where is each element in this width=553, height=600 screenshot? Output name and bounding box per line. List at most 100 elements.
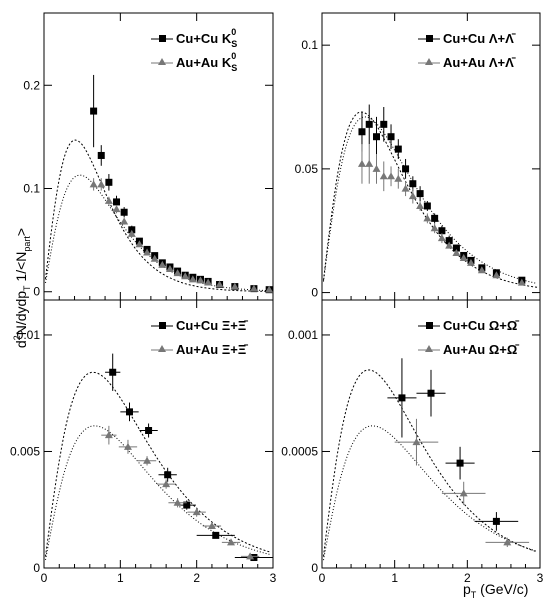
x-tick-label: 1 bbox=[117, 571, 124, 585]
data-point bbox=[445, 237, 453, 245]
data-point bbox=[265, 285, 274, 293]
x-axis-title-rest: (GeV/c) bbox=[476, 581, 528, 597]
data-point bbox=[387, 172, 396, 180]
y-tick-label: 0 bbox=[311, 561, 318, 575]
data-point bbox=[416, 190, 424, 198]
panel-frame bbox=[321, 299, 541, 569]
x-tick-label: 3 bbox=[270, 571, 277, 585]
data-point bbox=[192, 508, 201, 516]
data-point bbox=[173, 269, 182, 277]
data-point bbox=[379, 172, 388, 180]
x-axis-title-main: p bbox=[463, 581, 471, 597]
data-point bbox=[409, 180, 417, 188]
panel-top-right: 0 0.05 0.1 Cu+Cu Λ+Λ̄ Au+Au Λ+Λ̄ bbox=[295, 12, 541, 301]
x-tick-label: 1 bbox=[391, 571, 398, 585]
data-point bbox=[423, 214, 432, 222]
legend-sup: 0 bbox=[231, 27, 236, 37]
data-point bbox=[112, 205, 121, 213]
legend-text: Au+Au Ξ+Ξ̄ bbox=[176, 342, 248, 357]
legend-sub: S bbox=[231, 63, 237, 73]
data-point bbox=[430, 224, 439, 232]
data-point bbox=[120, 208, 128, 216]
data-point bbox=[517, 278, 526, 286]
legend-marker bbox=[425, 58, 433, 65]
y-tick-label: 0.05 bbox=[295, 162, 319, 176]
data-point bbox=[212, 531, 220, 539]
data-point bbox=[164, 471, 172, 479]
data-point bbox=[431, 214, 439, 222]
data-point bbox=[372, 164, 381, 172]
panel-bottom-left: 0 1 2 3 0 0.005 0.01 Cu+Cu Ξ+Ξ̄ Au+Au Ξ+Ξ̄ bbox=[10, 299, 277, 585]
data-point bbox=[89, 180, 98, 188]
panel-bottom-right: 0 1 2 3 0 0.0005 0.001 Cu+Cu Ω+Ω̄ Au+Au Ω+Ω̄ bbox=[281, 299, 544, 585]
data-point bbox=[459, 253, 468, 261]
panel-frame bbox=[43, 12, 274, 301]
data-point bbox=[145, 427, 153, 435]
fit-curve-1 bbox=[323, 116, 538, 284]
legend-text: Au+Au Ω+Ω̄ bbox=[443, 342, 519, 357]
data-point bbox=[120, 217, 129, 225]
data-point bbox=[181, 272, 190, 280]
x-tick-label: 2 bbox=[193, 571, 200, 585]
data-point bbox=[477, 266, 486, 274]
data-point bbox=[128, 226, 136, 234]
data-point bbox=[105, 178, 113, 186]
data-point bbox=[207, 522, 216, 530]
data-point bbox=[196, 276, 205, 284]
data-point bbox=[104, 196, 113, 204]
data-point bbox=[358, 128, 366, 136]
data-point bbox=[162, 480, 171, 488]
data-point bbox=[135, 240, 144, 248]
fit-curve-0 bbox=[323, 369, 538, 557]
y-axis-title-end: > bbox=[13, 228, 29, 236]
y-axis-title-sub2: part bbox=[22, 236, 32, 252]
data-point bbox=[387, 133, 395, 141]
legend-marker bbox=[158, 58, 166, 65]
data-point bbox=[394, 174, 403, 182]
fit-curve-0 bbox=[45, 139, 270, 292]
panel-frame bbox=[43, 299, 274, 569]
legend-text: Au+Au KS0 bbox=[176, 51, 237, 73]
data-point bbox=[380, 120, 388, 128]
data-point bbox=[459, 489, 468, 497]
data-point bbox=[97, 151, 105, 159]
data-point bbox=[188, 275, 197, 283]
data-point bbox=[365, 159, 374, 167]
legend-sup: 0 bbox=[231, 51, 236, 61]
y-axis-title-sub: T bbox=[22, 285, 32, 291]
data-point bbox=[150, 254, 159, 262]
data-point bbox=[173, 498, 182, 506]
data-point bbox=[452, 248, 461, 256]
x-tick-label: 3 bbox=[537, 571, 544, 585]
data-point bbox=[452, 244, 460, 252]
data-point bbox=[104, 431, 113, 439]
fit-curve-1 bbox=[323, 425, 538, 561]
y-tick-label: 0.2 bbox=[23, 78, 40, 92]
y-tick-label: 0.1 bbox=[23, 182, 40, 196]
x-axis-title: pT (GeV/c) bbox=[463, 581, 528, 600]
x-tick-label: 0 bbox=[41, 571, 48, 585]
data-point bbox=[492, 271, 501, 279]
data-point bbox=[408, 192, 417, 200]
y-axis-title: d2N/dydpT 1/<Npart> bbox=[12, 228, 32, 348]
data-point bbox=[143, 456, 152, 464]
data-point bbox=[437, 234, 446, 242]
fit-curve-1 bbox=[45, 425, 271, 560]
fit-curve-1 bbox=[45, 174, 270, 292]
data-point bbox=[373, 133, 380, 141]
y-axis-title-main: d bbox=[13, 340, 29, 348]
x-tick-label: 0 bbox=[319, 571, 326, 585]
data-point bbox=[445, 241, 454, 249]
legend-text: Au+Au Λ+Λ̄ bbox=[443, 55, 516, 70]
data-point bbox=[412, 438, 421, 446]
legend-marker bbox=[158, 345, 166, 352]
legend-text: Cu+Cu Ω+Ω̄ bbox=[443, 318, 519, 333]
y-tick-label: 0 bbox=[33, 561, 40, 575]
data-point bbox=[230, 282, 239, 290]
data-point bbox=[227, 538, 236, 546]
data-point bbox=[125, 408, 133, 416]
legend-marker bbox=[425, 345, 433, 352]
data-point bbox=[123, 442, 132, 450]
